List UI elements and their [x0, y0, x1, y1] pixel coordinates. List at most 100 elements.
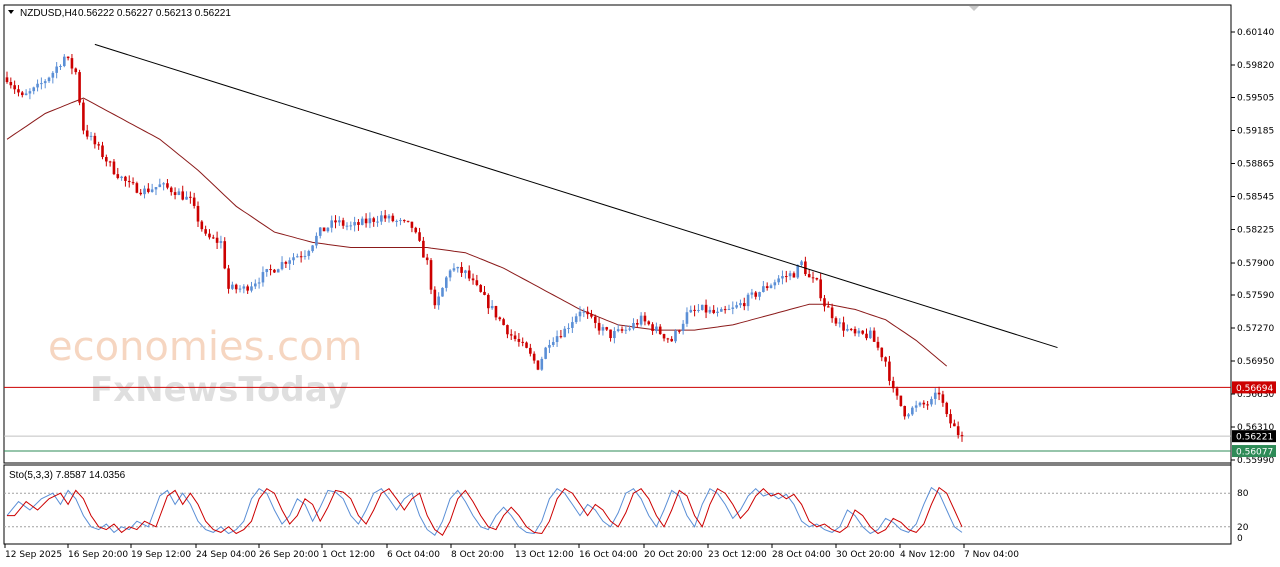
- candle-body: [143, 188, 146, 195]
- horizontal-levels: [4, 386, 1231, 452]
- candle-body: [227, 268, 230, 289]
- candle-body: [880, 347, 884, 358]
- candle-body: [353, 222, 356, 226]
- price-tick-label: 0.59185: [1237, 126, 1274, 136]
- candle-body: [467, 270, 471, 279]
- candle-body: [368, 218, 372, 224]
- descending-trendline[interactable]: [94, 43, 1058, 349]
- candle-body: [418, 232, 421, 241]
- candle-body: [567, 327, 570, 329]
- candle-body: [254, 283, 257, 287]
- candle-body: [441, 287, 444, 297]
- candle-body: [460, 266, 463, 273]
- candle-body: [437, 296, 440, 306]
- candle-body: [276, 269, 280, 273]
- candle-body: [234, 284, 238, 290]
- candle-body: [43, 81, 47, 84]
- time-tick-label: 30 Oct 20:00: [836, 550, 895, 560]
- candle-body: [5, 77, 9, 83]
- candle-body: [616, 329, 620, 332]
- candle-body: [391, 215, 395, 222]
- candle-body: [597, 322, 601, 331]
- candle-body: [303, 255, 307, 257]
- candle-body: [330, 220, 333, 228]
- candle-body: [238, 288, 242, 290]
- candle-body: [762, 286, 765, 293]
- candle-body: [750, 292, 754, 295]
- candle-body: [853, 329, 857, 334]
- candle-body: [280, 262, 284, 270]
- candle-body: [655, 326, 658, 332]
- candle-body: [555, 336, 559, 343]
- candle-body: [192, 197, 196, 206]
- moving-average: [6, 97, 948, 367]
- candle-body: [490, 305, 494, 309]
- candle-body: [536, 360, 540, 370]
- candle-body: [857, 330, 861, 334]
- candle-body: [120, 176, 123, 178]
- candle-body: [296, 256, 299, 258]
- candle-body: [483, 291, 486, 295]
- time-tick-label: 12 Sep 2025: [5, 550, 62, 560]
- candle-body: [445, 277, 448, 288]
- candle-body: [620, 329, 624, 331]
- candle-body: [834, 318, 838, 324]
- candle-body: [246, 286, 249, 291]
- candle-body: [380, 215, 383, 222]
- candle-body: [697, 309, 700, 311]
- candle-body: [830, 307, 834, 319]
- candle-body: [82, 102, 85, 131]
- candle-body: [704, 304, 708, 313]
- candle-body: [169, 187, 173, 193]
- candle-body: [20, 92, 24, 96]
- chart-menu-icon[interactable]: [8, 10, 14, 14]
- candle-body: [162, 183, 165, 185]
- candle-body: [127, 180, 131, 183]
- time-tick-label: 1 Oct 12:00: [322, 550, 375, 560]
- candles: [5, 54, 964, 442]
- candle-body: [727, 308, 731, 310]
- candle-body: [773, 282, 777, 286]
- candle-body: [708, 309, 712, 313]
- moving-average-line: [6, 97, 948, 367]
- candle-body: [318, 227, 322, 236]
- candle-body: [345, 225, 349, 227]
- candle-body: [24, 93, 28, 96]
- price-tick-label: 0.58865: [1237, 159, 1274, 169]
- shift-marker-icon[interactable]: [969, 6, 979, 11]
- current-price-tag-bg: [1232, 430, 1276, 443]
- candle-body: [693, 309, 696, 311]
- candle-body: [124, 176, 127, 181]
- candle-body: [55, 66, 58, 73]
- candle-body: [613, 331, 616, 339]
- candle-body: [433, 289, 437, 306]
- support-price-tag: 0.56694: [1236, 384, 1273, 394]
- candle-body: [85, 130, 89, 137]
- candle-body: [827, 306, 830, 308]
- candle-body: [17, 89, 20, 93]
- time-tick-label: 16 Sep 20:00: [68, 550, 128, 560]
- candle-body: [28, 91, 32, 94]
- candle-body: [211, 237, 215, 239]
- candle-body: [891, 380, 895, 389]
- candle-body: [108, 161, 112, 163]
- time-tick-label: 6 Oct 04:00: [387, 550, 440, 560]
- trendline[interactable]: [94, 43, 1058, 349]
- candle-body: [643, 315, 647, 322]
- candle-body: [540, 358, 544, 370]
- candle-body: [899, 395, 903, 407]
- candle-body: [154, 187, 158, 190]
- candle-body: [658, 326, 662, 335]
- stochastic-levels: 80 200: [4, 489, 1249, 544]
- candle-body: [185, 196, 188, 200]
- candle-body: [116, 174, 120, 178]
- candle-body: [406, 220, 410, 222]
- candle-body: [937, 392, 941, 395]
- candle-body: [662, 334, 666, 339]
- candle-body: [410, 221, 414, 228]
- candle-body: [849, 328, 853, 330]
- candle-body: [788, 273, 792, 277]
- candle-body: [414, 227, 418, 233]
- candle-body: [823, 298, 826, 307]
